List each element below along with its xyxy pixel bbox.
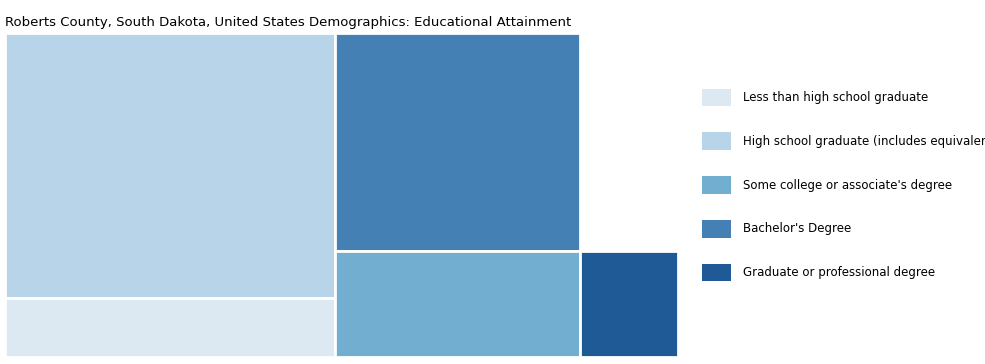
Text: Roberts County, South Dakota, United States Demographics: Educational Attainment: Roberts County, South Dakota, United Sta… — [5, 16, 571, 29]
Bar — [702, 132, 732, 150]
Bar — [5, 33, 335, 298]
Bar — [335, 252, 580, 357]
Text: High school graduate (includes equivalency): High school graduate (includes equivalen… — [743, 135, 985, 148]
Bar — [702, 220, 732, 238]
Text: Less than high school graduate: Less than high school graduate — [743, 91, 929, 104]
Bar — [580, 252, 678, 357]
Bar — [702, 176, 732, 194]
Text: Graduate or professional degree: Graduate or professional degree — [743, 266, 935, 279]
Text: Bachelor's Degree: Bachelor's Degree — [743, 222, 851, 235]
Bar — [702, 89, 732, 106]
Bar — [702, 264, 732, 281]
Text: Some college or associate's degree: Some college or associate's degree — [743, 178, 952, 191]
Bar — [5, 298, 335, 357]
Bar — [335, 33, 580, 252]
